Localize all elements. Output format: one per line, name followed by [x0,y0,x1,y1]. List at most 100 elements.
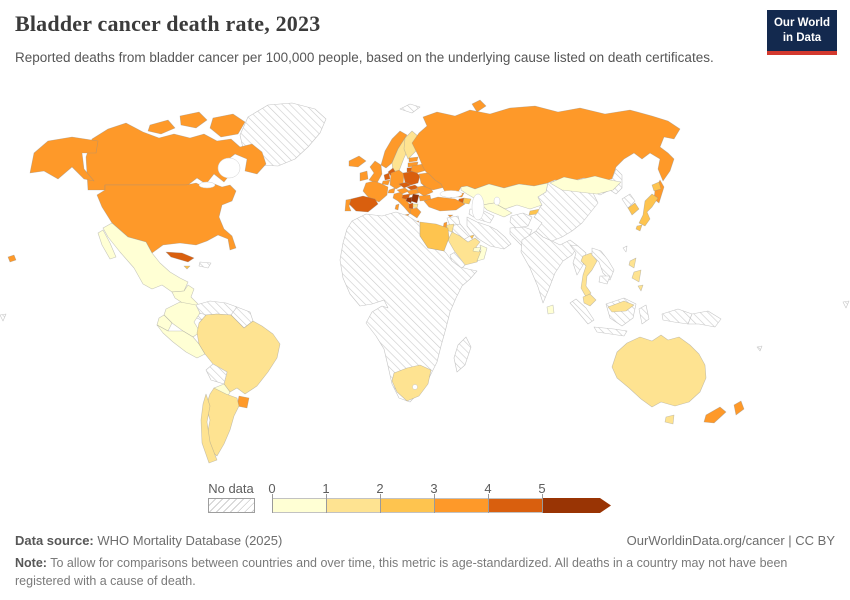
country-south-africa[interactable] [391,364,432,402]
country-iran[interactable] [466,216,512,250]
country-alaska[interactable] [29,136,99,182]
lesotho-gap [412,384,418,390]
aral-sea [493,196,501,206]
country-greenland[interactable] [239,102,327,167]
country-oman[interactable] [476,244,488,262]
country-north-korea[interactable] [621,193,636,209]
legend-ramp [272,498,611,513]
country-bolivia[interactable] [205,363,228,385]
legend-tick-line [380,494,381,513]
country-new-zealand-north[interactable] [733,400,745,416]
country-afghanistan[interactable] [509,212,533,229]
country-cuba[interactable] [165,251,195,263]
country-belgium[interactable] [381,179,391,186]
country-canada-arctic[interactable] [147,119,176,135]
country-switzerland[interactable] [387,187,396,194]
country-kuwait[interactable] [469,234,475,240]
legend-bin-3-4[interactable] [435,498,489,513]
country-south-korea[interactable] [627,202,640,216]
country-mongolia[interactable] [549,175,622,195]
country-tasmania[interactable] [664,414,675,425]
country-jamaica[interactable] [183,265,191,270]
country-sumatra[interactable] [569,298,595,325]
country-hawaii[interactable] [7,254,17,263]
country-brazil[interactable] [196,313,281,395]
map-legend: No data 0 1 2 3 4 5 [0,481,850,519]
country-azerbaijan[interactable] [462,197,472,205]
legend-bin-0-1[interactable] [272,498,327,513]
country-taiwan[interactable] [622,245,628,253]
country-cyprus[interactable] [447,214,454,218]
country-baja[interactable] [97,229,117,260]
country-portugal[interactable] [344,198,352,212]
country-japan-honshu[interactable] [638,193,659,227]
world-map [0,99,850,464]
country-uae[interactable] [472,246,482,253]
country-egypt[interactable] [419,221,450,252]
country-bosnia[interactable] [405,196,414,204]
country-sulawesi[interactable] [638,304,650,325]
owid-logo-line1: Our World [773,17,830,29]
country-svalbard[interactable] [399,103,421,114]
legend-tick-line [488,494,489,513]
country-australia[interactable] [611,334,707,408]
owid-logo[interactable]: Our World in Data [767,10,837,55]
country-france[interactable] [362,180,389,203]
country-norway[interactable] [380,130,408,169]
country-philippines[interactable] [631,269,642,283]
country-novaya-zemlya[interactable] [471,99,487,113]
country-myanmar[interactable] [569,244,587,276]
country-sardinia[interactable] [394,203,400,211]
country-estonia[interactable] [408,156,419,163]
country-albania[interactable] [408,202,414,210]
note-text: To allow for comparisons between countri… [15,556,788,589]
page-title: Bladder cancer death rate, 2023 [15,11,321,36]
country-java[interactable] [593,326,628,337]
country-turkey[interactable] [423,196,466,212]
country-serbia[interactable] [410,193,420,204]
country-japan-kyushu[interactable] [635,224,643,232]
country-india[interactable] [520,230,579,304]
caspian-sea [471,193,485,221]
legend-bin-1-2[interactable] [327,498,381,513]
legend-tick-line [434,494,435,513]
country-philippines[interactable] [637,284,644,292]
country-north-macedonia[interactable] [412,203,419,209]
legend-bin-2-3[interactable] [381,498,435,513]
country-west-papua[interactable] [661,308,693,325]
country-pacific-fragment[interactable] [756,345,763,352]
country-venezuela[interactable] [195,300,238,316]
country-new-zealand-south[interactable] [703,406,727,424]
legend-tick-line [272,494,273,513]
country-fiji[interactable] [842,300,850,309]
country-canada-arctic[interactable] [179,111,208,129]
great-lakes [198,181,216,189]
no-data-swatch[interactable] [208,498,255,513]
country-malaysia[interactable] [582,293,597,307]
country-greece[interactable] [409,207,422,219]
country-iceland[interactable] [348,155,367,168]
country-canada-arctic[interactable] [209,113,246,138]
legend-bin-4-5[interactable] [489,498,543,513]
legend-bin-5+[interactable] [543,498,611,513]
country-cambodia[interactable] [598,275,611,285]
country-philippines[interactable] [628,257,637,269]
country-madagascar[interactable] [453,336,472,373]
country-ireland[interactable] [359,170,369,182]
country-chile[interactable] [200,393,218,464]
country-united-kingdom[interactable] [368,160,383,184]
country-sri-lanka[interactable] [546,304,555,315]
country-hispaniola[interactable] [198,261,212,269]
country-east-malaysia[interactable] [607,300,635,313]
legend-tick-label: 5 [538,481,546,496]
country-pacific-fragment[interactable] [0,313,7,322]
no-data-label: No data [208,481,254,496]
country-vietnam[interactable] [591,247,615,281]
black-sea [439,190,463,198]
country-papua-new-guinea[interactable] [687,310,722,328]
country-canada[interactable] [85,122,267,191]
country-japan[interactable] [651,181,662,192]
country-netherlands[interactable] [383,172,391,181]
country-thailand[interactable] [580,252,598,298]
country-spain[interactable] [348,195,379,213]
